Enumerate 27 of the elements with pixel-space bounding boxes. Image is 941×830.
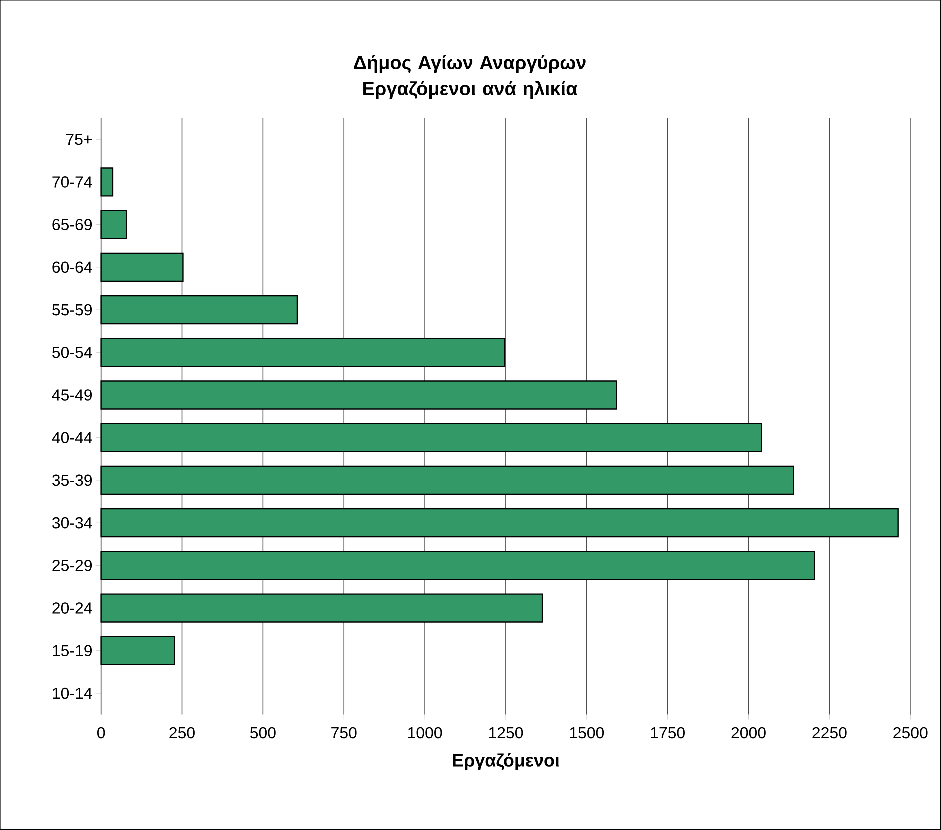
x-tick-label: 2250: [812, 727, 847, 739]
x-tick-label: 1500: [570, 727, 604, 739]
x-tick-label: 1750: [651, 727, 685, 739]
y-tick-label: 20-24: [52, 602, 92, 614]
x-tick-label: 1250: [489, 727, 524, 739]
x-axis-title: Εργαζόμενοι: [453, 753, 560, 770]
y-tick-label: 50-54: [52, 346, 92, 358]
y-tick-label: 65-69: [52, 219, 92, 230]
chart-title: Δήμος Αγίων Αναργύρων Εργαζόμενοι ανά ηλικία: [354, 55, 586, 100]
x-tick-label: 250: [170, 727, 195, 739]
y-tick-label: 15-19: [53, 645, 92, 657]
x-tick-label: 2000: [732, 727, 766, 739]
y-tick-label: 70-74: [52, 176, 92, 188]
y-tick-label: 35-39: [52, 474, 92, 486]
x-tick-label: 1000: [408, 727, 442, 739]
y-tick-label: 45-49: [52, 390, 92, 401]
y-tick-label: 60-64: [52, 262, 92, 274]
y-tick-label: 25-29: [52, 560, 92, 572]
x-tick-label: 0: [98, 727, 106, 739]
y-tick-label: 40-44: [52, 432, 92, 444]
x-tick-label: 500: [250, 727, 276, 739]
x-tick-label: 2500: [894, 727, 928, 739]
y-tick-label: 30-34: [52, 517, 92, 529]
y-tick-label: 55-59: [52, 304, 92, 316]
x-tick-label: 750: [332, 727, 357, 739]
y-tick-label: 75+: [66, 134, 92, 146]
y-tick-label: 10-14: [53, 688, 92, 700]
